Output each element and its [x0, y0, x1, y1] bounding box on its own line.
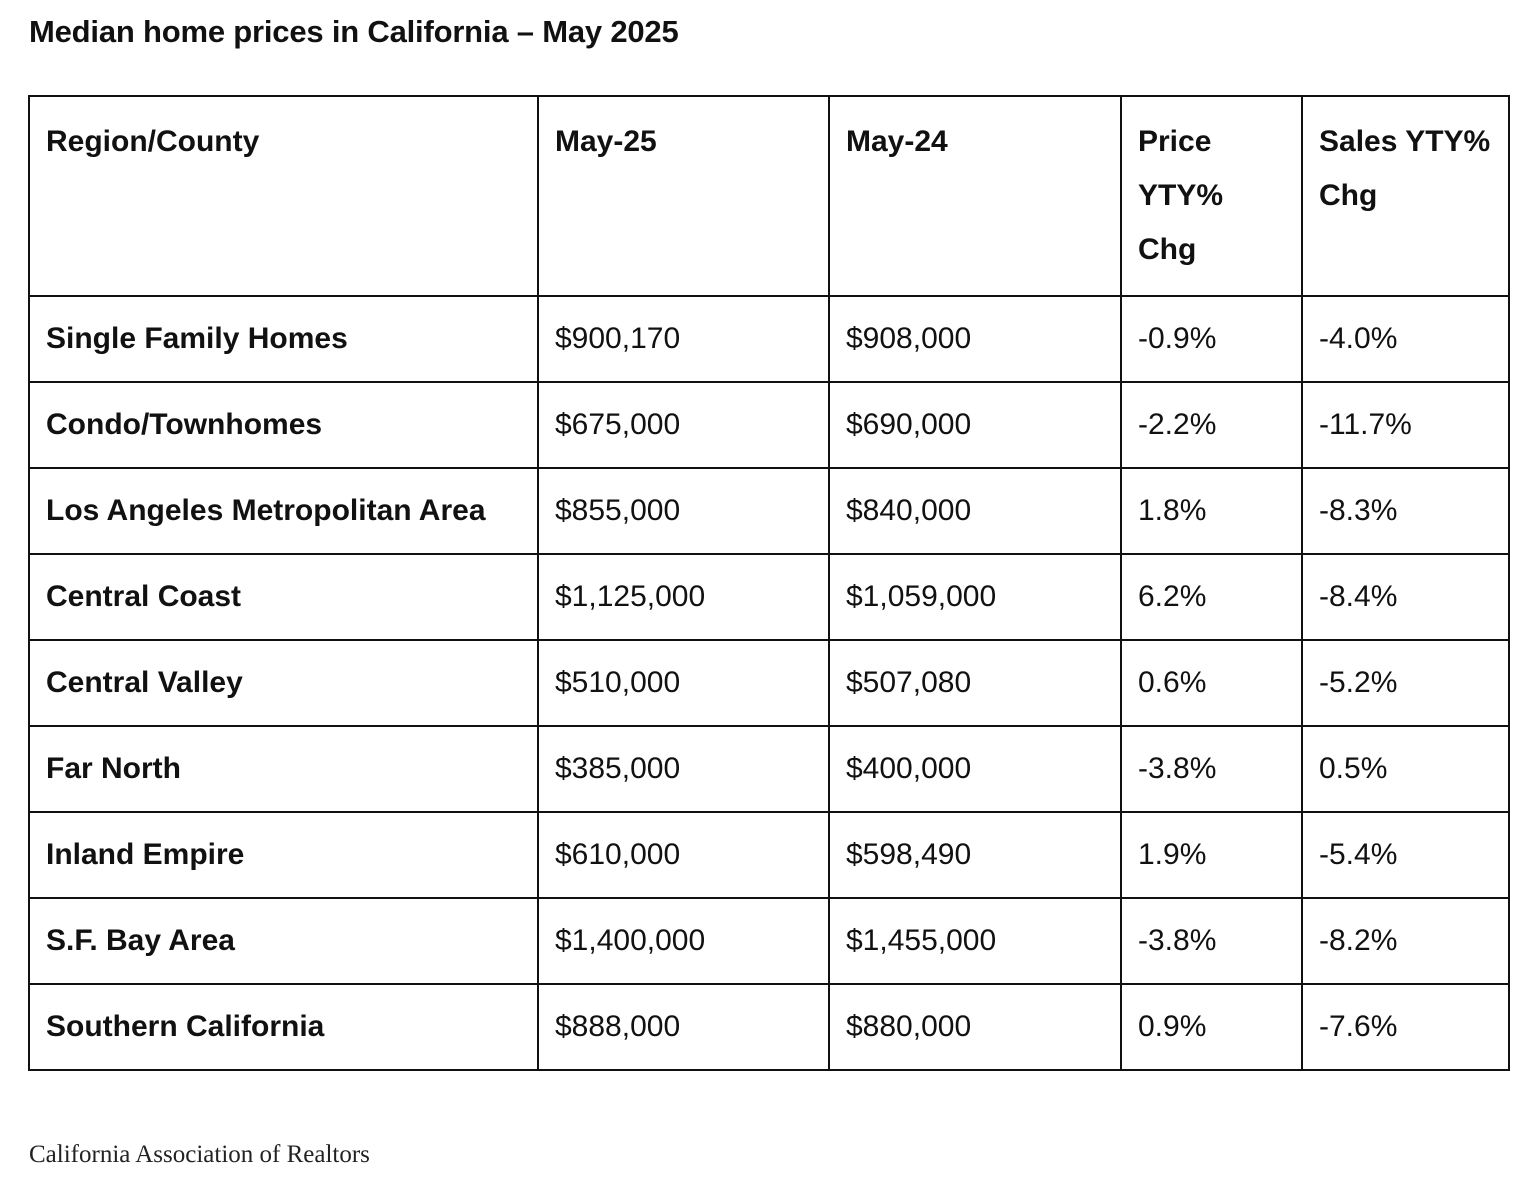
cell-may-25: $855,000	[537, 467, 830, 555]
cell-may-24: $507,080	[828, 639, 1122, 727]
cell-may-25: $610,000	[537, 811, 830, 899]
cell-price-chg: -3.8%	[1120, 897, 1303, 985]
table-row: S.F. Bay Area $1,400,000 $1,455,000 -3.8…	[28, 897, 1510, 985]
cell-sales-chg: 0.5%	[1301, 725, 1510, 813]
page-title: Median home prices in California – May 2…	[29, 14, 679, 49]
table-header-row: Region/County May-25 May-24 Price YTY% C…	[28, 95, 1510, 297]
cell-region: Condo/Townhomes	[28, 381, 539, 469]
cell-sales-chg: -5.4%	[1301, 811, 1510, 899]
cell-region: Central Valley	[28, 639, 539, 727]
cell-price-chg: 6.2%	[1120, 553, 1303, 641]
cell-may-24: $880,000	[828, 983, 1122, 1071]
cell-price-chg: 1.9%	[1120, 811, 1303, 899]
table-row: Southern California $888,000 $880,000 0.…	[28, 983, 1510, 1071]
column-header-may-24: May-24	[828, 95, 1122, 297]
cell-may-25: $510,000	[537, 639, 830, 727]
cell-sales-chg: -8.3%	[1301, 467, 1510, 555]
cell-price-chg: 1.8%	[1120, 467, 1303, 555]
cell-sales-chg: -5.2%	[1301, 639, 1510, 727]
cell-may-24: $840,000	[828, 467, 1122, 555]
table-row: Condo/Townhomes $675,000 $690,000 -2.2% …	[28, 381, 1510, 469]
cell-may-25: $1,125,000	[537, 553, 830, 641]
cell-may-24: $908,000	[828, 295, 1122, 383]
cell-sales-chg: -8.4%	[1301, 553, 1510, 641]
cell-may-24: $1,455,000	[828, 897, 1122, 985]
table-row: Central Coast $1,125,000 $1,059,000 6.2%…	[28, 553, 1510, 641]
cell-price-chg: -2.2%	[1120, 381, 1303, 469]
cell-may-24: $598,490	[828, 811, 1122, 899]
cell-price-chg: 0.6%	[1120, 639, 1303, 727]
cell-sales-chg: -11.7%	[1301, 381, 1510, 469]
table-row: Inland Empire $610,000 $598,490 1.9% -5.…	[28, 811, 1510, 899]
source-caption: California Association of Realtors	[29, 1141, 370, 1168]
column-header-price-chg: Price YTY% Chg	[1120, 95, 1303, 297]
table-row: Single Family Homes $900,170 $908,000 -0…	[28, 295, 1510, 383]
cell-may-25: $675,000	[537, 381, 830, 469]
cell-may-24: $1,059,000	[828, 553, 1122, 641]
cell-may-25: $385,000	[537, 725, 830, 813]
cell-price-chg: -3.8%	[1120, 725, 1303, 813]
cell-region: Southern California	[28, 983, 539, 1071]
column-header-may-25: May-25	[537, 95, 830, 297]
cell-region: S.F. Bay Area	[28, 897, 539, 985]
cell-may-25: $888,000	[537, 983, 830, 1071]
cell-region: Inland Empire	[28, 811, 539, 899]
table-row: Far North $385,000 $400,000 -3.8% 0.5%	[28, 725, 1510, 813]
cell-may-24: $690,000	[828, 381, 1122, 469]
cell-region: Far North	[28, 725, 539, 813]
median-prices-table: Region/County May-25 May-24 Price YTY% C…	[28, 95, 1510, 1071]
cell-may-25: $900,170	[537, 295, 830, 383]
cell-region: Central Coast	[28, 553, 539, 641]
cell-region: Single Family Homes	[28, 295, 539, 383]
cell-price-chg: 0.9%	[1120, 983, 1303, 1071]
table-row: Los Angeles Metropolitan Area $855,000 $…	[28, 467, 1510, 555]
cell-may-24: $400,000	[828, 725, 1122, 813]
cell-may-25: $1,400,000	[537, 897, 830, 985]
cell-sales-chg: -7.6%	[1301, 983, 1510, 1071]
cell-region: Los Angeles Metropolitan Area	[28, 467, 539, 555]
cell-sales-chg: -4.0%	[1301, 295, 1510, 383]
column-header-region: Region/County	[28, 95, 539, 297]
table-row: Central Valley $510,000 $507,080 0.6% -5…	[28, 639, 1510, 727]
cell-price-chg: -0.9%	[1120, 295, 1303, 383]
cell-sales-chg: -8.2%	[1301, 897, 1510, 985]
column-header-sales-chg: Sales YTY% Chg	[1301, 95, 1510, 297]
